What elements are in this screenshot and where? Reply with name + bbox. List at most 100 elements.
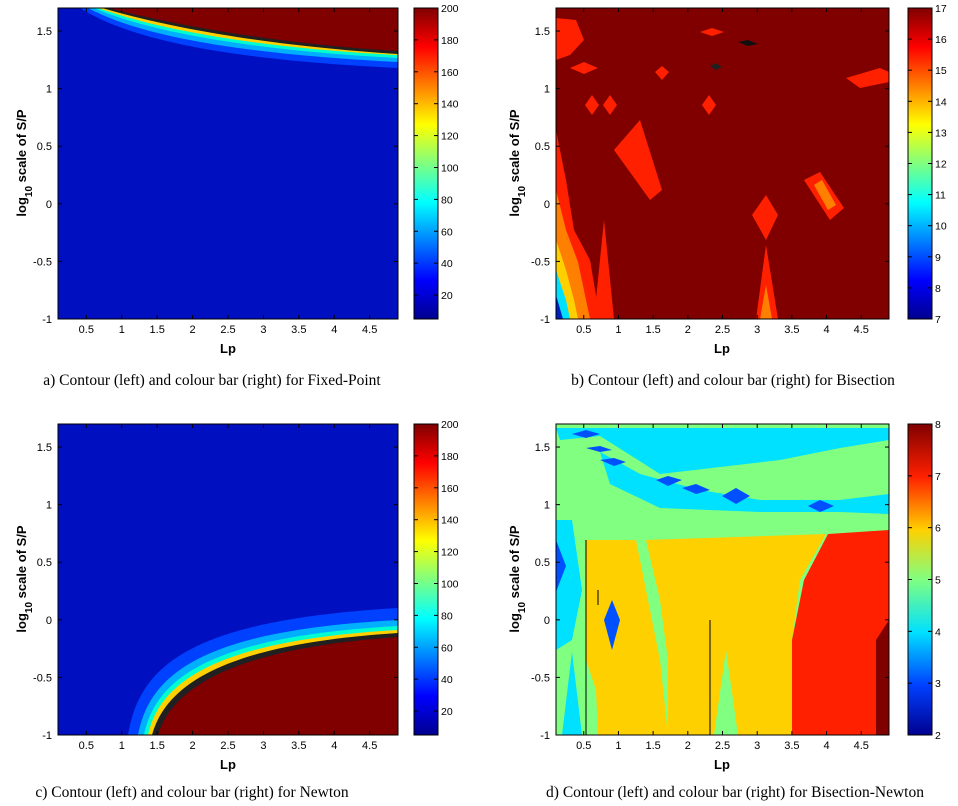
- region-d-blue-5: [600, 458, 626, 466]
- region-d-cyan-band: [600, 452, 889, 514]
- y-tick-label: 1.5: [535, 26, 550, 38]
- panel-c: 0.5 1 1.5 2 2.5 3 3.5 4 4.5 -1 -0.5 0 0.5 1 1.5 Lp lo…: [14, 419, 459, 801]
- region-b-left-blue: [556, 270, 570, 319]
- colorbar-ticks-a: 20 40 60 80 100 120 140 160 180 200: [414, 3, 459, 302]
- colorbar-tick-label: 10: [935, 221, 947, 233]
- colorbar-tick-label: 6: [935, 523, 941, 535]
- colorbar-tick-label: 7: [935, 314, 941, 326]
- y-tick-label: -0.5: [531, 672, 550, 684]
- region-d-red: [792, 530, 889, 735]
- colorbar-tick-label: 13: [935, 127, 947, 139]
- y-tick-label: -1: [42, 314, 52, 326]
- x-ticks-b: 0.5 1 1.5 2 2.5 3 3.5 4 4.5: [576, 8, 869, 336]
- region-b-spike-2: [756, 245, 778, 319]
- colorbar-tick-label: 180: [441, 451, 459, 463]
- x-ticks-a: 0.5 1 1.5 2 2.5 3 3.5 4 4.5: [79, 8, 377, 336]
- x-tick-label: 2: [190, 740, 196, 752]
- region-d-darkred: [876, 620, 889, 735]
- x-tick-label: 1: [615, 324, 621, 336]
- colorbar-tick-label: 180: [441, 35, 459, 47]
- region-b-blob-1: [614, 120, 662, 200]
- y-ticks-b: -1 -0.5 0 0.5 1 1.5: [531, 26, 889, 326]
- x-tick-label: 4.5: [362, 324, 377, 336]
- panel-a: 0.5 1 1.5 2 2.5 3 3.5 4 4.5 -1 -0.5 0 0.5 1 1.5 Lp lo…: [14, 3, 459, 389]
- y-tick-label: 1.5: [37, 442, 52, 454]
- y-tick-label: -0.5: [33, 672, 52, 684]
- x-tick-label: 0.5: [576, 324, 591, 336]
- panel-b: 0.5 1 1.5 2 2.5 3 3.5 4 4.5 -1 -0.5 0 0.5 1 1.5 Lp lo…: [507, 3, 947, 389]
- colorbar-tick-label: 60: [441, 642, 453, 654]
- colorbar-tick-label: 11: [935, 190, 946, 202]
- plot-area-b: [556, 8, 889, 319]
- region-d-yellow: [586, 540, 668, 735]
- y-tick-label: 1: [46, 84, 52, 96]
- region-d-blue-4: [586, 446, 612, 452]
- region-b-diamond-4: [570, 62, 598, 74]
- y-ticks-c: -1 -0.5 0 0.5 1 1.5: [33, 442, 398, 742]
- x-ticks-c: 0.5 1 1.5 2 2.5 3 3.5 4 4.5: [79, 424, 377, 752]
- y-tick-label: 0.5: [535, 557, 550, 569]
- y-tick-label: 1: [544, 84, 550, 96]
- region-d-blue-1: [556, 540, 566, 592]
- x-tick-label: 3.5: [784, 324, 799, 336]
- caption-a: a) Contour (left) and colour bar (right)…: [43, 372, 381, 389]
- x-tick-label: 1.5: [150, 324, 165, 336]
- region-b-diamond-1: [585, 95, 599, 115]
- x-tick-label: 2.5: [220, 740, 235, 752]
- region-d-blue-7: [682, 484, 710, 494]
- y-tick-label: 0.5: [37, 141, 52, 153]
- x-tick-label: 2: [685, 324, 691, 336]
- colorbar-tick-label: 160: [441, 483, 459, 495]
- x-tick-label: 3.5: [291, 324, 306, 336]
- y-axis-label-d: log10 scale of S/P: [507, 525, 528, 633]
- region-b-blob-3-inner: [814, 180, 836, 210]
- x-tick-label: 4.5: [362, 740, 377, 752]
- colorbar-ticks-c: 20 40 60 80 100 120 140 160 180 200: [414, 419, 459, 718]
- region-d-blue-3: [572, 430, 600, 438]
- colorbar-ticks-d: 2 3 4 5 6 7 8: [908, 419, 941, 742]
- colorbar-tick-label: 4: [935, 626, 941, 638]
- region-b-blob-2: [752, 195, 778, 240]
- colorbar-tick-label: 12: [935, 159, 947, 171]
- x-tick-label: 1: [119, 740, 125, 752]
- region-b-diamond-2: [603, 95, 617, 115]
- x-tick-label: 3.5: [291, 740, 306, 752]
- y-tick-label: 0: [46, 199, 52, 211]
- panel-d: 0.5 1 1.5 2 2.5 3 3.5 4 4.5 -1 -0.5 0 0.5 1 1.5 Lp lo…: [507, 419, 941, 801]
- x-axis-label-c: Lp: [220, 757, 236, 772]
- region-d-cyan-left: [556, 520, 582, 650]
- region-b-diamond-7: [846, 68, 889, 88]
- region-d-blue-6: [656, 476, 682, 486]
- plot-area-c: [58, 424, 398, 735]
- x-tick-label: 2.5: [220, 324, 235, 336]
- x-tick-label: 3.5: [784, 740, 799, 752]
- colorbar-tick-label: 14: [935, 96, 947, 108]
- plot-area-d: [556, 424, 889, 735]
- colorbar-tick-label: 2: [935, 730, 941, 742]
- y-tick-label: -1: [42, 730, 52, 742]
- x-tick-label: 4.5: [854, 740, 869, 752]
- y-ticks-a: -1 -0.5 0 0.5 1 1.5: [33, 26, 398, 326]
- x-ticks-d: 0.5 1 1.5 2 2.5 3 3.5 4 4.5: [576, 424, 869, 752]
- y-tick-label: 1.5: [37, 26, 52, 38]
- region-b-spike-1: [594, 220, 614, 319]
- x-tick-label: 4.5: [854, 324, 869, 336]
- colorbar-tick-label: 200: [441, 3, 459, 15]
- colorbar-tick-label: 120: [441, 131, 459, 143]
- colorbar-tick-label: 20: [441, 706, 453, 718]
- x-tick-label: 1.5: [150, 740, 165, 752]
- x-axis-label-a: Lp: [220, 341, 236, 356]
- x-tick-label: 0.5: [79, 740, 94, 752]
- y-axis-label-b: log10 scale of S/P: [507, 109, 528, 217]
- x-tick-label: 1.5: [645, 324, 660, 336]
- region-d-cyan-top: [556, 428, 889, 474]
- colorbar-tick-label: 140: [441, 99, 459, 111]
- x-tick-label: 2: [685, 740, 691, 752]
- x-axis-label-b: Lp: [714, 341, 730, 356]
- x-tick-label: 1: [615, 740, 621, 752]
- colorbar-tick-label: 120: [441, 547, 459, 559]
- region-b-dark-2: [710, 63, 722, 70]
- colorbar-tick-label: 140: [441, 515, 459, 527]
- x-tick-label: 2.5: [715, 740, 730, 752]
